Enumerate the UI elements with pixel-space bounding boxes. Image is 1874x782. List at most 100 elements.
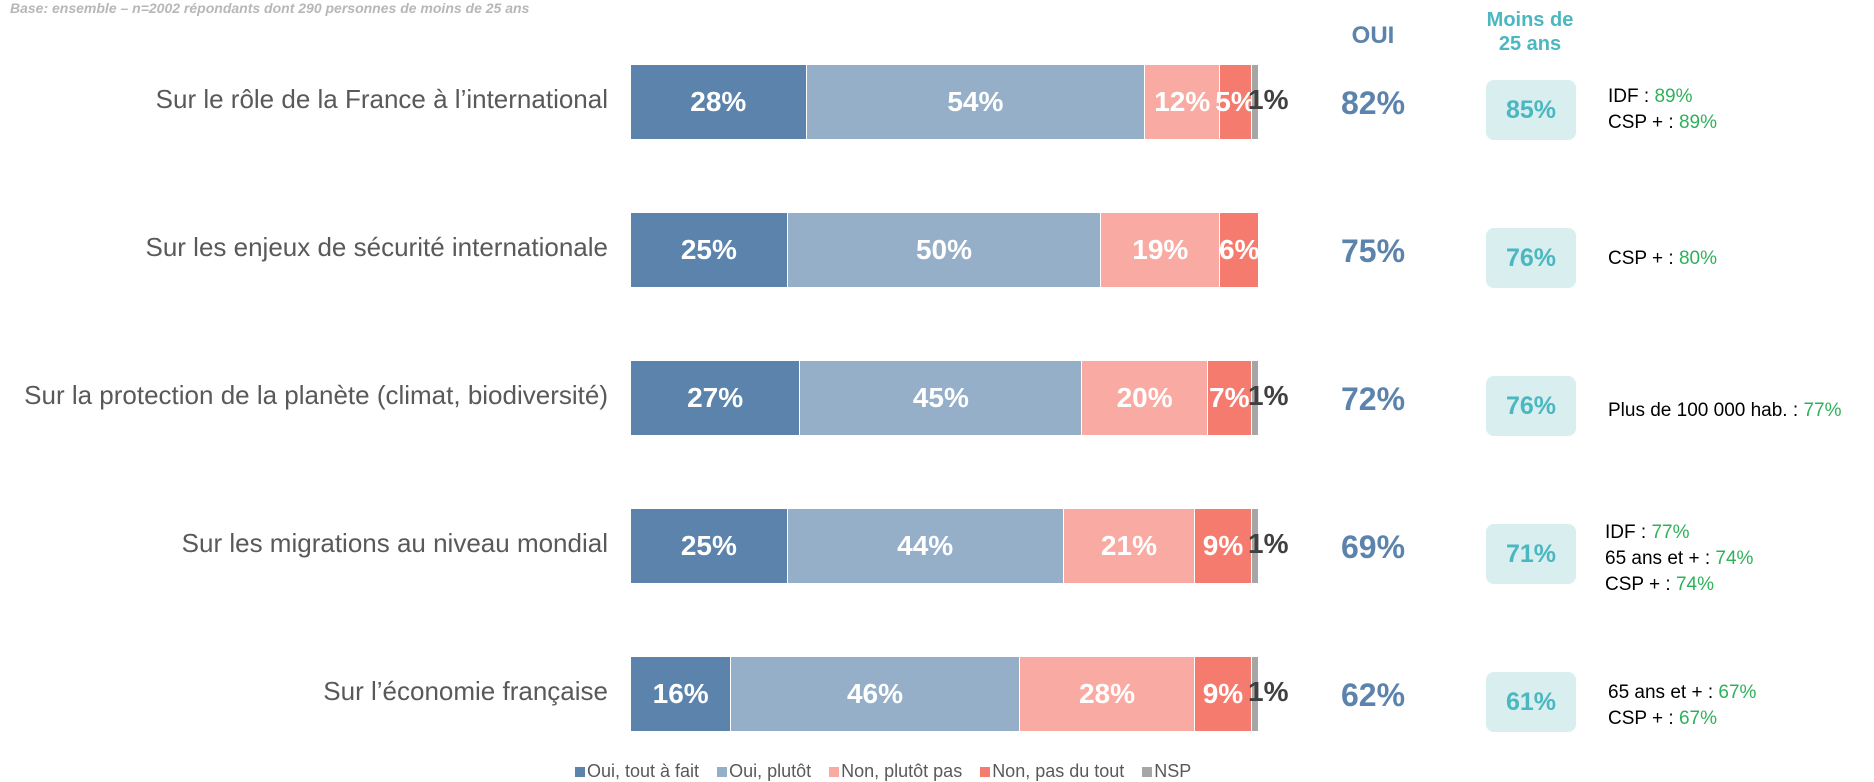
bar-segment: 12%	[1145, 65, 1221, 139]
data-label: 28%	[690, 86, 747, 117]
note-line: IDF : 77%	[1605, 520, 1753, 546]
row-label: Sur la protection de la planète (climat,…	[24, 380, 608, 410]
under-25-header-line2: 25 ans	[1498, 33, 1562, 55]
data-label: 45%	[912, 382, 969, 413]
legend-label: Non, plutôt pas	[841, 761, 963, 781]
bar-segment: 50%	[787, 213, 1102, 287]
bar-segment: 20%	[1082, 361, 1208, 435]
stacked-bar: 25% 44% 21% 9%	[631, 509, 1258, 583]
row-label: Sur les enjeux de sécurité international…	[145, 232, 608, 262]
oui-column-header: OUI	[1351, 22, 1395, 49]
oui-total: 82%	[1340, 85, 1406, 121]
nsp-data-label: 1%	[1248, 676, 1289, 707]
note-label: IDF :	[1605, 522, 1652, 543]
row-label: Sur les migrations au niveau mondial	[181, 528, 608, 558]
note-value: 74%	[1675, 574, 1714, 595]
bar-segment: 28%	[631, 65, 807, 139]
stacked-bar: 16% 46% 28% 9%	[631, 657, 1258, 731]
bar-segment: 9%	[1195, 657, 1252, 731]
legend-swatch	[717, 766, 728, 777]
bar-segment: 16%	[631, 657, 732, 731]
note-label: CSP + :	[1608, 248, 1679, 269]
subgroup-notes: IDF : 89% CSP + : 89%	[1608, 84, 1717, 136]
data-label: 21%	[1100, 530, 1157, 561]
legend-item: Non, pas du tout	[980, 761, 1124, 782]
bar-segment: 21%	[1063, 509, 1196, 583]
legend-item: Non, plutôt pas	[829, 761, 962, 782]
bar-segment: 25%	[631, 213, 788, 287]
note-line: CSP + : 89%	[1608, 110, 1717, 136]
data-label: 19%	[1132, 234, 1189, 265]
bar-segment	[1251, 65, 1258, 139]
row-label: Sur le rôle de la France à l’internation…	[155, 84, 608, 114]
note-value: 89%	[1678, 112, 1717, 133]
data-label: 54%	[947, 86, 1004, 117]
note-label: CSP + :	[1608, 708, 1679, 729]
note-label: CSP + :	[1608, 112, 1679, 133]
bar-segment	[1251, 657, 1258, 731]
bar-segment	[1251, 509, 1258, 583]
legend-item: Oui, tout à fait	[575, 761, 699, 782]
bar-segment: 28%	[1019, 657, 1196, 731]
data-label: 46%	[846, 678, 904, 709]
legend-swatch	[829, 766, 840, 777]
subgroup-notes: CSP + : 80%	[1608, 246, 1717, 272]
note-line: 65 ans et + : 74%	[1605, 546, 1753, 572]
data-label: 25%	[680, 530, 737, 561]
note-value: 74%	[1715, 548, 1754, 569]
legend-item: Oui, plutôt	[717, 761, 811, 782]
under-25-value: 76%	[1486, 376, 1576, 436]
note-value: 77%	[1651, 522, 1690, 543]
note-value: 67%	[1678, 708, 1717, 729]
note-value: 77%	[1803, 400, 1842, 421]
legend-label: NSP	[1154, 761, 1192, 781]
legend-label: Oui, tout à fait	[587, 761, 700, 781]
legend-label: Oui, plutôt	[729, 761, 812, 781]
bar-segment: 6%	[1218, 213, 1260, 287]
under-25-value: 71%	[1486, 524, 1576, 584]
data-label: 12%	[1154, 86, 1211, 117]
note-line: CSP + : 74%	[1605, 572, 1753, 598]
oui-total: 75%	[1340, 233, 1406, 269]
nsp-data-label: 1%	[1248, 380, 1289, 411]
data-label: 9%	[1202, 678, 1244, 709]
legend-item: NSP	[1142, 761, 1191, 782]
note-label: Plus de 100 000 hab. :	[1608, 400, 1804, 421]
bar-segment: 27%	[631, 361, 801, 435]
note-line: IDF : 89%	[1608, 84, 1717, 110]
nsp-data-label: 1%	[1248, 528, 1289, 559]
stacked-bar: 28% 54% 12% 5%	[631, 65, 1258, 139]
note-label: IDF :	[1608, 86, 1655, 107]
note-line: CSP + : 80%	[1608, 246, 1717, 272]
note-value: 80%	[1678, 248, 1717, 269]
under-25-value: 76%	[1486, 228, 1576, 288]
note-line: 65 ans et + : 67%	[1608, 680, 1756, 706]
subgroup-notes: 65 ans et + : 67% CSP + : 67%	[1608, 680, 1756, 732]
note-line: CSP + : 67%	[1608, 706, 1756, 732]
bar-segment: 25%	[631, 509, 788, 583]
stacked-bar: 25% 50% 19% 6%	[631, 213, 1260, 287]
bar-segment	[1251, 361, 1258, 435]
data-label: 7%	[1209, 382, 1250, 413]
legend-label: Non, pas du tout	[992, 761, 1125, 781]
note-label: 65 ans et + :	[1608, 682, 1719, 703]
note-line: Plus de 100 000 hab. : 77%	[1608, 398, 1841, 424]
under-25-value: 61%	[1486, 672, 1576, 732]
data-label: 28%	[1078, 678, 1136, 709]
subgroup-notes: Plus de 100 000 hab. : 77%	[1608, 398, 1841, 424]
bar-segment: 9%	[1195, 509, 1252, 583]
data-label: 6%	[1218, 234, 1260, 265]
chart-legend: Oui, tout à fait Oui, plutôt Non, plutôt p…	[575, 761, 1191, 782]
nsp-data-label: 1%	[1248, 84, 1289, 115]
subgroup-notes: IDF : 77% 65 ans et + : 74% CSP + : 74%	[1605, 520, 1753, 598]
data-label: 5%	[1215, 86, 1256, 117]
data-label: 20%	[1116, 382, 1173, 413]
bar-segment: 19%	[1101, 213, 1221, 287]
data-label: 50%	[915, 234, 973, 265]
bar-segment: 46%	[731, 657, 1020, 731]
under-25-column-header: Moins de 25 ans	[1470, 8, 1590, 56]
bar-segment: 45%	[800, 361, 1083, 435]
legend-swatch	[1142, 766, 1153, 777]
bar-segment: 5%	[1215, 65, 1256, 139]
oui-total: 62%	[1340, 677, 1406, 713]
